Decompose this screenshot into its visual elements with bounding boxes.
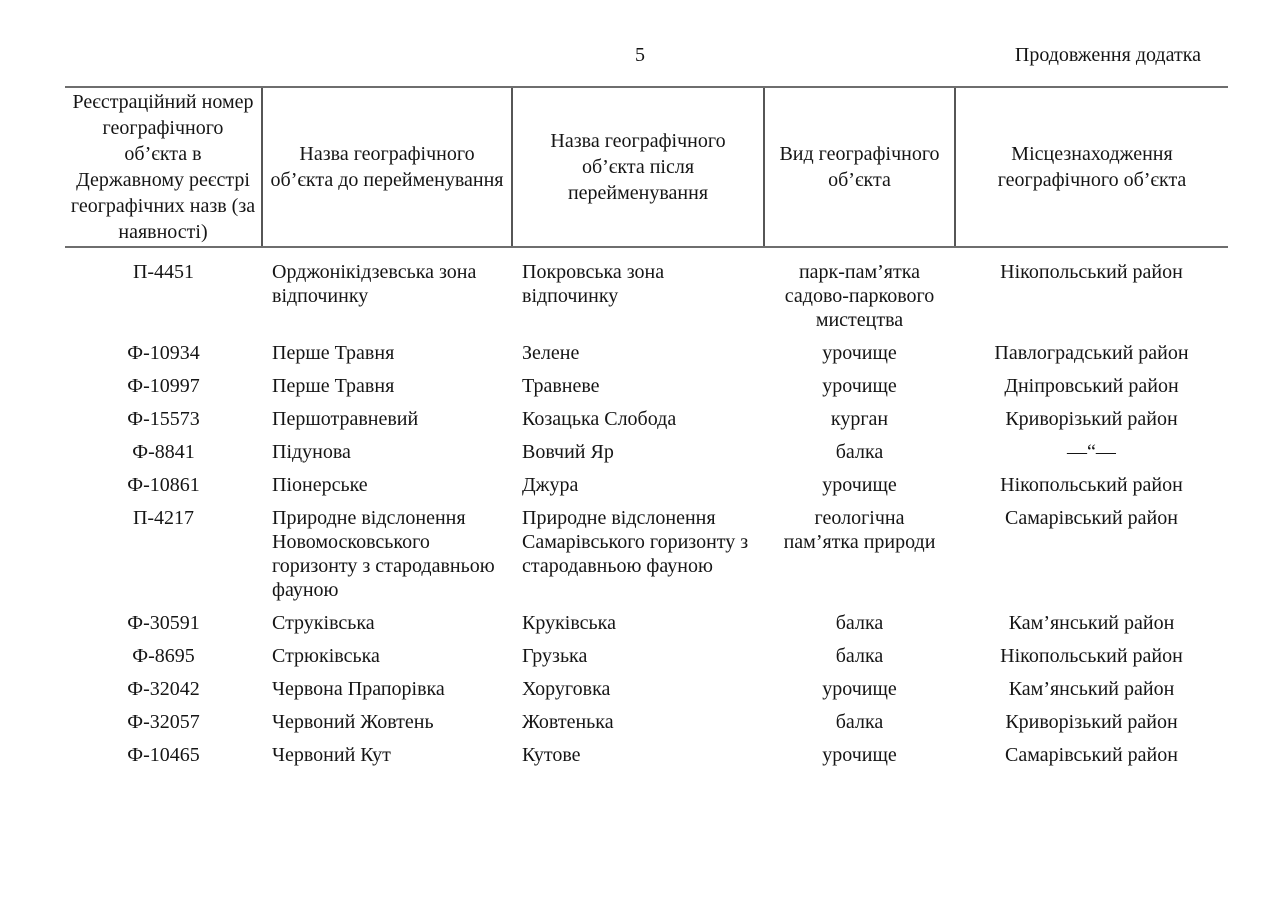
cell-name-after: Козацька Слобода xyxy=(522,408,677,430)
cell-registration-number: Ф-10934 xyxy=(127,342,200,364)
table-row: П-4451 Орджонікідзевська зона відпочинку… xyxy=(65,247,1228,336)
cell-location: Кам’янський район xyxy=(1008,678,1175,700)
cell-object-type: урочище xyxy=(822,342,897,364)
cell-name-after: Грузька xyxy=(522,645,588,667)
cell-object-type: урочище xyxy=(822,474,897,496)
cell-name-after: Круківська xyxy=(522,612,616,634)
cell-name-after: Джура xyxy=(522,474,579,496)
cell-name-after: Хоруговка xyxy=(522,678,611,700)
cell-name-after: Травневе xyxy=(522,375,600,397)
cell-registration-number: Ф-8841 xyxy=(132,441,195,463)
header-registration-number: Реєстраційний номер географічного об’єкт… xyxy=(65,86,262,248)
table-row: Ф-10465 Червоний Кут Кутове урочище Сама… xyxy=(65,738,1228,771)
cell-name-after: Природне відслонення Самарівського гориз… xyxy=(522,507,749,577)
cell-name-before: Піонерське xyxy=(272,474,368,496)
cell-location: Кам’янський район xyxy=(1008,612,1175,634)
header-object-type: Вид географічного об’єкта xyxy=(763,86,955,248)
continuation-label: Продовження додатка xyxy=(1014,44,1201,66)
cell-registration-number: Ф-32042 xyxy=(127,678,200,700)
cell-location: Павлоградський район xyxy=(994,342,1189,364)
cell-registration-number: Ф-15573 xyxy=(127,408,200,430)
renamed-objects-table: Реєстраційний номер географічного об’єкт… xyxy=(65,86,1228,771)
cell-object-type: курган xyxy=(830,408,889,430)
cell-name-before: Червоний Кут xyxy=(272,744,391,766)
cell-name-before: Стрюківська xyxy=(272,645,380,667)
cell-registration-number: Ф-8695 xyxy=(132,645,195,667)
cell-location: Нікопольський район xyxy=(1000,261,1183,283)
cell-name-after: Зелене xyxy=(522,342,580,364)
cell-object-type: балка xyxy=(835,441,884,463)
table-row: Ф-30591 Струківська Круківська балка Кам… xyxy=(65,606,1228,639)
cell-name-after: Покровська зона відпочинку xyxy=(522,261,665,307)
cell-location: Самарівський район xyxy=(1005,744,1178,766)
cell-name-before: Орджонікідзевська зона відпочинку xyxy=(272,261,477,307)
cell-registration-number: Ф-10861 xyxy=(127,474,200,496)
cell-name-before: Струківська xyxy=(272,612,375,634)
cell-location: Нікопольський район xyxy=(1000,474,1183,496)
cell-object-type: балка xyxy=(835,645,884,667)
page-header: 5 Продовження додатка xyxy=(0,44,1280,70)
cell-location: Криворізький район xyxy=(1005,711,1178,733)
table-row: П-4217 Природне відслонення Новомосковсь… xyxy=(65,501,1228,606)
cell-name-after: Жовтенька xyxy=(522,711,614,733)
table-row: Ф-32042 Червона Прапорівка Хоруговка уро… xyxy=(65,672,1228,705)
table-header: Реєстраційний номер географічного об’єкт… xyxy=(65,86,1228,248)
cell-name-before: Перше Травня xyxy=(272,342,395,364)
cell-name-before: Перше Травня xyxy=(272,375,395,397)
cell-registration-number: Ф-10465 xyxy=(127,744,200,766)
cell-object-type: балка xyxy=(835,612,884,634)
cell-registration-number: Ф-30591 xyxy=(127,612,200,634)
cell-name-before: Червоний Жовтень xyxy=(272,711,434,733)
cell-object-type: урочище xyxy=(822,678,897,700)
header-location: Місцезнаходження географічного об’єкта xyxy=(954,86,1228,248)
cell-name-before: Червона Прапорівка xyxy=(272,678,445,700)
cell-registration-number: Ф-32057 xyxy=(127,711,200,733)
cell-location: Самарівський район xyxy=(1005,507,1178,529)
cell-object-type: парк-пам’ятка садово-паркового мистецтва xyxy=(784,261,935,331)
table-header-row: Реєстраційний номер географічного об’єкт… xyxy=(65,86,1228,248)
cell-name-after: Вовчий Яр xyxy=(522,441,614,463)
cell-location: Криворізький район xyxy=(1005,408,1178,430)
header-name-after: Назва географічного об’єкта після перейм… xyxy=(511,86,764,248)
cell-name-after: Кутове xyxy=(522,744,581,766)
table-body: П-4451 Орджонікідзевська зона відпочинку… xyxy=(65,247,1228,771)
cell-location: Нікопольський район xyxy=(1000,645,1183,667)
cell-location: —“— xyxy=(1067,441,1116,463)
table-row: Ф-10997 Перше Травня Травневе урочище Дн… xyxy=(65,369,1228,402)
page-number: 5 xyxy=(635,44,645,66)
cell-registration-number: П-4451 xyxy=(132,261,195,283)
table-row: Ф-8695 Стрюківська Грузька балка Нікопол… xyxy=(65,639,1228,672)
cell-name-before: Природне відслонення Новомосковського го… xyxy=(272,507,495,601)
cell-registration-number: П-4217 xyxy=(132,507,195,529)
table-row: Ф-32057 Червоний Жовтень Жовтенька балка… xyxy=(65,705,1228,738)
cell-object-type: балка xyxy=(835,711,884,733)
table-row: Ф-8841 Підунова Вовчий Яр балка —“— xyxy=(65,435,1228,468)
cell-object-type: урочище xyxy=(822,375,897,397)
cell-name-before: Підунова xyxy=(272,441,351,463)
table-row: Ф-15573 Першотравневий Козацька Слобода … xyxy=(65,402,1228,435)
cell-name-before: Першотравневий xyxy=(272,408,419,430)
table-row: Ф-10934 Перше Травня Зелене урочище Павл… xyxy=(65,336,1228,369)
cell-location: Дніпровський район xyxy=(1004,375,1179,397)
header-name-before: Назва географічного об’єкта до переймену… xyxy=(261,86,512,248)
cell-registration-number: Ф-10997 xyxy=(127,375,200,397)
cell-object-type: урочище xyxy=(822,744,897,766)
cell-object-type: геологічна пам’ятка природи xyxy=(783,507,936,553)
table-row: Ф-10861 Піонерське Джура урочище Нікопол… xyxy=(65,468,1228,501)
